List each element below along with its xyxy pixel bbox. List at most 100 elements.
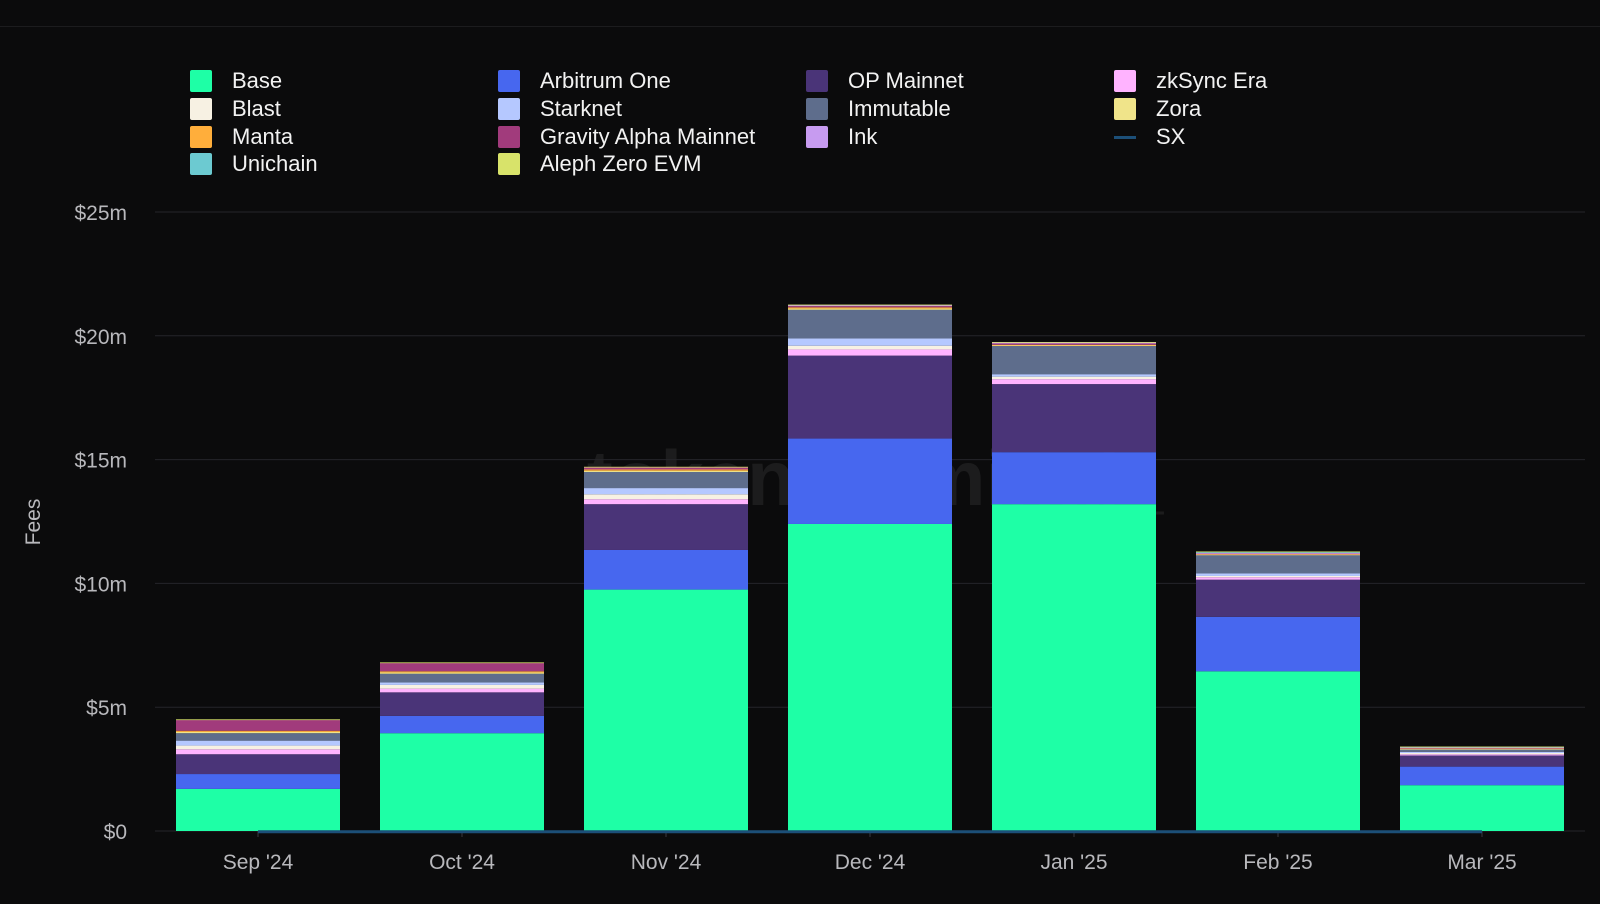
legend-swatch (190, 98, 212, 120)
bar-segment-base (788, 523, 952, 831)
bar-segment-zksync-era (992, 379, 1156, 385)
bar-segment-blast (1196, 575, 1360, 578)
legend-item-immutable[interactable]: Immutable (806, 96, 951, 122)
bar-segment-manta (788, 307, 952, 309)
legend-swatch (806, 70, 828, 92)
legend-swatch (498, 98, 520, 120)
legend-label: OP Mainnet (848, 68, 964, 93)
bar-segment-aleph-zero-evm (992, 341, 1156, 343)
bar-segment-gravity-alpha-mainnet (788, 306, 952, 308)
x-tick-label: Jan '25 (1040, 851, 1107, 874)
bar-segment-zora (1196, 554, 1360, 556)
bar-segment-blast (584, 494, 748, 500)
bar-segment-zksync-era (1196, 577, 1360, 580)
bar-segment-ink (788, 304, 952, 307)
x-tick-label: Nov '24 (631, 851, 702, 874)
legend-label: Gravity Alpha Mainnet (540, 124, 756, 149)
bar-segment-arbitrum-one (1400, 766, 1564, 786)
legend-item-aleph-zero-evm[interactable]: Aleph Zero EVM (498, 151, 701, 177)
bar-segment-unichain (1196, 551, 1360, 553)
bar-segment-blast (1400, 753, 1564, 755)
legend-item-unichain[interactable]: Unichain (190, 151, 318, 177)
legend-label: Zora (1156, 96, 1202, 121)
bar-segment-manta (992, 344, 1156, 346)
bar-segment-op-mainnet (788, 355, 952, 439)
bar-segment-manta (1400, 748, 1564, 750)
bar-segment-arbitrum-one (992, 452, 1156, 505)
bar-segment-base (1400, 785, 1564, 831)
bar-segment-starknet (1196, 573, 1360, 576)
legend-swatch (806, 98, 828, 120)
bar-segment-starknet (176, 740, 340, 746)
legend-swatch (190, 153, 212, 175)
legend-label: Immutable (848, 96, 951, 121)
bar-segment-aleph-zero-evm (1196, 551, 1360, 553)
legend-item-sx[interactable]: SX (1114, 124, 1185, 150)
bar-segment-manta (584, 469, 748, 471)
x-tick-label: Oct '24 (429, 851, 495, 874)
legend-item-gravity-alpha-mainnet[interactable]: Gravity Alpha Mainnet (498, 124, 755, 150)
bar-segment-zora (380, 672, 544, 674)
legend-swatch (498, 70, 520, 92)
legend-label: zkSync Era (1156, 68, 1268, 93)
legend-label: Aleph Zero EVM (540, 151, 702, 176)
bar-segment-op-mainnet (992, 384, 1156, 453)
legend-label: Blast (232, 96, 281, 121)
top-divider (0, 26, 1600, 27)
bar-segment-immutable (176, 733, 340, 741)
bar-segment-gravity-alpha-mainnet (584, 467, 748, 470)
bar-segment-gravity-alpha-mainnet (1196, 553, 1360, 555)
legend-label: Base (232, 68, 283, 93)
bar-segment-immutable (1400, 749, 1564, 752)
bar-segment-immutable (584, 471, 748, 489)
bar-segment-arbitrum-one (380, 715, 544, 734)
legend-item-zora[interactable]: Zora (1114, 96, 1201, 122)
bar-segment-gravity-alpha-mainnet (1400, 747, 1564, 749)
legend-label: Ink (848, 124, 878, 149)
bar-segment-starknet (380, 682, 544, 685)
bar-segment-base (1196, 671, 1360, 831)
bar-segment-zksync-era (176, 749, 340, 755)
bar-segment-zora (992, 345, 1156, 347)
legend-label: Arbitrum One (540, 68, 671, 93)
bar-segment-starknet (584, 488, 748, 495)
y-axis-label: Fees (22, 499, 45, 546)
bar-segment-base (992, 504, 1156, 831)
legend-swatch (498, 126, 520, 148)
bar-segment-starknet (992, 374, 1156, 377)
bar-segment-gravity-alpha-mainnet (380, 662, 544, 672)
bar-segment-arbitrum-one (176, 774, 340, 789)
bar-segment-zksync-era (380, 688, 544, 693)
bar-segment-gravity-alpha-mainnet (992, 343, 1156, 345)
legend-item-manta[interactable]: Manta (190, 124, 293, 150)
bar-segment-zksync-era (1400, 754, 1564, 756)
bar-segment-ink (1196, 552, 1360, 554)
bar-segment-aleph-zero-evm (176, 719, 340, 721)
legend-item-arbitrum-one[interactable]: Arbitrum One (498, 68, 671, 94)
bar-segment-blast (380, 684, 544, 689)
bar-segment-arbitrum-one (788, 438, 952, 524)
bar-segment-immutable (788, 309, 952, 339)
bar-segment-op-mainnet (176, 754, 340, 775)
bar-segment-aleph-zero-evm (788, 304, 952, 306)
bar-segment-manta (176, 730, 340, 732)
bar-segment-ink (1400, 747, 1564, 749)
legend-item-base[interactable]: Base (190, 68, 282, 94)
bar-segment-ink (992, 342, 1156, 344)
legend-item-starknet[interactable]: Starknet (498, 96, 622, 122)
legend-item-zksync-era[interactable]: zkSync Era (1114, 68, 1267, 94)
legend-item-op-mainnet[interactable]: OP Mainnet (806, 68, 964, 94)
bar-segment-zora (1400, 748, 1564, 750)
bar-segment-gravity-alpha-mainnet (176, 719, 340, 731)
legend-swatch (190, 126, 212, 148)
x-tick-label: Mar '25 (1447, 851, 1516, 874)
legend-item-blast[interactable]: Blast (190, 96, 281, 122)
bar-segment-manta (380, 671, 544, 673)
legend-swatch (806, 126, 828, 148)
bar-segment-zora (584, 470, 748, 472)
legend-item-ink[interactable]: Ink (806, 124, 877, 150)
bar-segment-zora (788, 308, 952, 310)
bar-segment-starknet (1400, 751, 1564, 754)
y-tick-label: $15m (74, 450, 127, 473)
